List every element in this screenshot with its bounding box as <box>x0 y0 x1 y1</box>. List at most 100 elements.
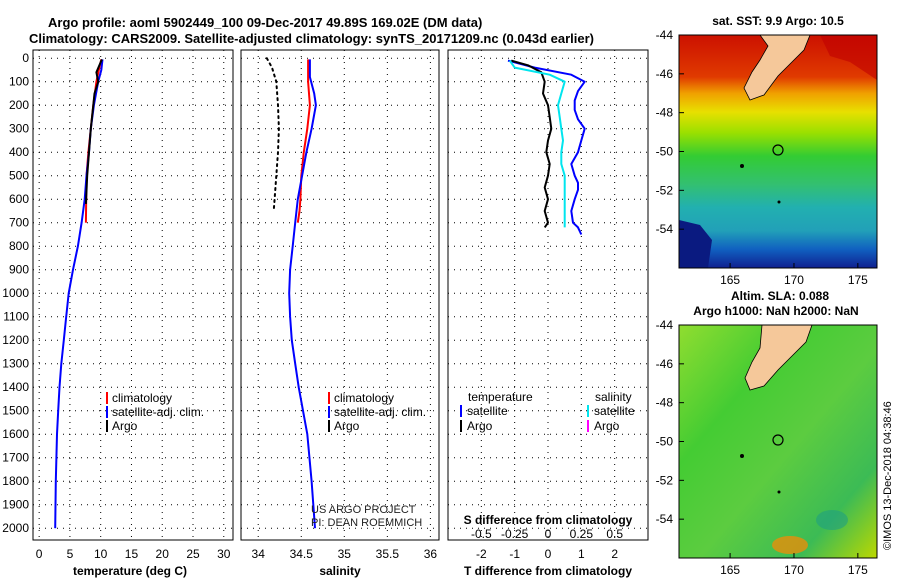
x-tick-label: -2 <box>476 547 487 561</box>
depth-tick-label: 500 <box>9 169 29 183</box>
depth-tick-label: 800 <box>9 239 29 253</box>
series-line-argo <box>265 57 280 212</box>
series-layer <box>54 57 586 529</box>
depth-tick-label: 900 <box>9 263 29 277</box>
x2-tick-label: 0 <box>545 527 552 541</box>
depth-tick-label: 1900 <box>2 498 29 512</box>
map-lon-tick-label: 175 <box>848 563 868 577</box>
sla-island-auckland <box>740 454 744 458</box>
legend-label-argo: Argo <box>112 419 138 433</box>
difference-legend: temperature satellite Argo salinity sate… <box>460 390 635 433</box>
sla-low-patch <box>816 510 848 530</box>
map-lat-tick-label: -52 <box>656 473 674 487</box>
salinity-panel-frame <box>240 49 440 541</box>
depth-tick-label: 200 <box>9 98 29 112</box>
map-lat-tick-label: -54 <box>656 222 674 236</box>
depth-tick-label: 600 <box>9 192 29 206</box>
sst-island-campbell <box>777 200 781 204</box>
temperature-panel-frame <box>32 49 234 541</box>
depth-tick-label: 2000 <box>2 521 29 535</box>
sla-map <box>678 324 878 559</box>
sla-land-south-island <box>744 324 813 391</box>
depth-tick-label: 300 <box>9 122 29 136</box>
sla-island-campbell <box>777 490 781 494</box>
imos-stamp: ©IMOS 13-Dec-2018 04:38:46 <box>882 401 894 550</box>
map-lon-tick-label: 175 <box>848 273 868 287</box>
sst-warm-patch <box>820 35 877 80</box>
map-lon-tick-label: 170 <box>784 273 804 287</box>
map-lat-tick-label: -44 <box>656 28 674 42</box>
legend-title-salinity: salinity <box>595 390 632 404</box>
x-tick-label: 35 <box>338 547 352 561</box>
x-tick-label: 0 <box>36 547 43 561</box>
map-lat-tick-label: -48 <box>656 106 674 120</box>
series-line-climatology <box>84 59 103 223</box>
map-lat-tick-label: -46 <box>656 357 674 371</box>
series-line-t-argo <box>511 59 553 228</box>
series-line-argo <box>84 59 103 204</box>
credit-line-2: PI: DEAN ROEMMICH <box>311 517 422 529</box>
series-line-s-satellite <box>508 60 566 228</box>
credit-line-1: US ARGO PROJECT <box>311 504 416 516</box>
map-lat-tick-label: -52 <box>656 183 674 197</box>
depth-tick-label: 1500 <box>2 404 29 418</box>
sla-argo-location-marker <box>772 434 784 446</box>
depth-tick-label: 1700 <box>2 451 29 465</box>
x-tick-label: 36 <box>424 547 438 561</box>
sst-map-title: sat. SST: 9.9 Argo: 10.5 <box>712 14 844 28</box>
depth-tick-label: 1200 <box>2 333 29 347</box>
grid-layer <box>33 50 648 540</box>
title-line-1: Argo profile: aoml 5902449_100 09-Dec-20… <box>48 15 482 30</box>
x2-tick-label: -0.25 <box>501 527 529 541</box>
difference-panel-frame <box>447 49 649 541</box>
x2-tick-label: -0.5 <box>471 527 492 541</box>
x2-tick-label: 0.25 <box>570 527 594 541</box>
legend-label-t-satellite: satellite <box>467 404 508 418</box>
depth-tick-label: 1600 <box>2 427 29 441</box>
temperature-xlabel: temperature (deg C) <box>73 564 187 578</box>
map-lat-tick-label: -50 <box>656 145 674 159</box>
legend-label-s-argo: Argo <box>594 419 620 433</box>
depth-tick-label: 1300 <box>2 357 29 371</box>
sst-argo-location-marker <box>772 144 784 156</box>
map-lat-tick-label: -44 <box>656 318 674 332</box>
salinity-legend: climatology satellite-adj. clim. Argo <box>328 391 426 433</box>
map-lat-tick-label: -46 <box>656 67 674 81</box>
depth-axis: 0 100 200 300 400 500 600 700 800 900 1000 1100 1200… <box>2 51 29 535</box>
salinity-xlabel: salinity <box>319 564 361 578</box>
x-tick-label: -1 <box>509 547 520 561</box>
map-lon-tick-label: 165 <box>720 273 740 287</box>
legend-label-t-argo: Argo <box>467 419 493 433</box>
temperature-legend: climatology satellite-adj. clim. Argo <box>106 391 204 433</box>
map-lat-tick-label: -48 <box>656 396 674 410</box>
legend-label-climatology: climatology <box>112 391 172 405</box>
x-tick-label: 2 <box>611 547 618 561</box>
series-line-climatology <box>296 59 311 223</box>
x-tick-label: 34.5 <box>290 547 314 561</box>
depth-tick-label: 1800 <box>2 474 29 488</box>
legend-label-argo: Argo <box>334 419 360 433</box>
sst-cold-patch <box>679 220 712 268</box>
legend-title-temperature: temperature <box>468 390 533 404</box>
legend-label-s-satellite: satellite <box>594 404 635 418</box>
depth-tick-label: 1000 <box>2 286 29 300</box>
depth-tick-label: 400 <box>9 145 29 159</box>
x-tick-label: 10 <box>94 547 108 561</box>
sla-high-patch <box>772 536 808 554</box>
sst-land-south-island <box>743 34 811 101</box>
x-tick-layer: 0 5 10 15 20 25 30 34 34.5 35 35.5 36 -2 -1 0 1 2 -0.5 -0.… <box>36 527 624 561</box>
series-line-satellite-adj-clim- <box>288 59 317 529</box>
legend-label-climatology: climatology <box>334 391 394 405</box>
x-tick-label: 25 <box>186 547 200 561</box>
map-lat-tick-label: -50 <box>656 435 674 449</box>
series-line-satellite-adj-clim- <box>54 59 104 529</box>
legend-label-satellite: satellite-adj. clim. <box>334 405 426 419</box>
legend-label-satellite: satellite-adj. clim. <box>112 405 204 419</box>
x-tick-label: 15 <box>125 547 139 561</box>
x-tick-label: 34 <box>252 547 266 561</box>
sst-map <box>678 34 878 269</box>
difference-xlabel: T difference from climatology <box>464 564 632 578</box>
difference-x2label: S difference from climatology <box>464 513 633 527</box>
sla-map-title-2: Argo h1000: NaN h2000: NaN <box>693 304 858 318</box>
